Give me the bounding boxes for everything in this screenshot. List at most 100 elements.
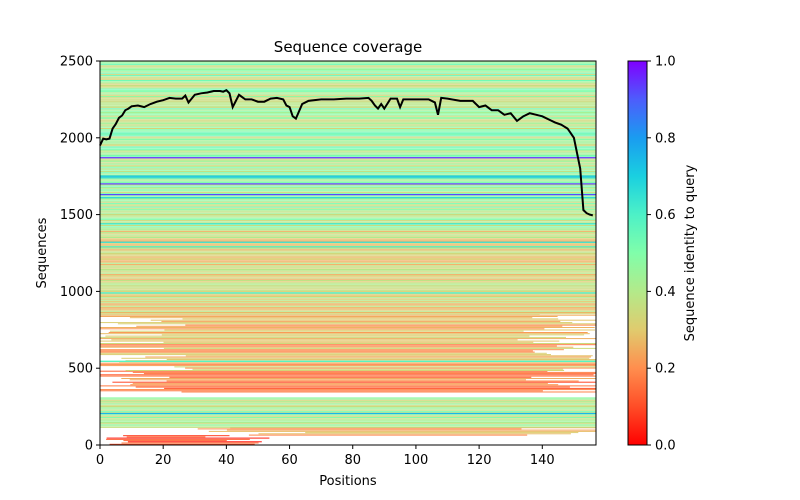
sequence-row [100,424,596,426]
plot-frame [99,60,597,446]
sequence-row [100,243,596,245]
y-tick-label: 500 [68,362,93,377]
coverage-heatmap [100,61,596,445]
sequence-row [100,227,596,229]
x-axis-label: Positions [319,474,377,489]
sequence-row [100,65,596,67]
sequence-row [145,356,592,358]
sequence-row [100,281,596,283]
sequence-row [100,293,596,295]
sequence-row [197,428,522,430]
sequence-row [100,343,596,344]
sequence-row [100,426,596,428]
sequence-row [100,93,596,95]
sequence-row [105,335,530,337]
sequence-row [100,385,596,387]
sequence-row [132,371,596,373]
sequence-row [100,61,596,63]
sequence-row [100,417,596,418]
sequence-row [132,382,548,384]
sequence-row [100,307,596,309]
sequence-row [100,251,596,253]
colorbar-tick-label: 0.6 [655,208,676,223]
sequence-row [185,367,596,369]
sequence-row [100,280,596,281]
sequence-row [100,86,596,88]
sequence-row [121,378,596,379]
sequence-row [100,296,596,297]
sequence-row [100,218,596,220]
y-tick-label: 2000 [60,131,93,146]
sequence-row [100,171,596,172]
sequence-row [100,114,596,116]
sequence-row [100,83,596,85]
sequence-row [169,376,532,378]
sequence-row [100,110,596,112]
sequence-row [100,354,551,356]
sequence-row [100,185,596,187]
sequence-row [100,264,596,266]
sequence-row [100,362,596,364]
sequence-row [100,104,596,106]
x-tick-label: 100 [404,453,429,468]
sequence-row [100,174,596,176]
sequence-row [143,373,596,375]
sequence-row [100,132,596,134]
sequence-row [126,436,206,438]
sequence-row [100,76,596,78]
sequence-row [100,350,533,352]
sequence-row [100,179,596,181]
sequence-row [100,139,596,140]
sequence-row [100,212,596,214]
sequence-row [117,323,596,325]
sequence-row [100,230,596,232]
sequence-row [100,71,596,73]
sequence-row [185,324,596,326]
sequence-row [100,115,596,117]
sequence-row [100,271,596,273]
sequence-row [100,309,596,311]
sequence-row [100,276,596,278]
sequence-row [100,85,596,86]
sequence-row [100,103,596,105]
sequence-row [100,270,596,272]
sequence-row [100,352,547,354]
sequence-row [100,94,596,96]
sequence-row [100,338,596,340]
sequence-row [100,255,596,257]
sequence-row [100,215,596,217]
sequence-row [100,257,596,259]
sequence-row [100,222,596,224]
sequence-row [100,125,596,127]
sequence-row [100,206,596,208]
sequence-row [100,407,596,409]
sequence-row [100,304,596,306]
sequence-row [163,341,534,343]
sequence-row [100,81,596,83]
sequence-row [305,432,579,434]
sequence-row [100,425,596,427]
colorbar-tick-label: 0.2 [655,362,676,377]
sequence-row [100,64,596,66]
sequence-row [100,349,564,351]
sequence-row [100,297,596,299]
sequence-row [100,402,596,404]
sequence-row [108,332,588,333]
sequence-row [166,359,596,360]
sequence-row [100,169,596,171]
sequence-row [100,398,596,400]
sequence-row [100,102,596,104]
sequence-row [100,291,596,293]
sequence-row [100,322,573,324]
sequence-row [100,333,590,335]
sequence-row [100,351,535,353]
sequence-row [100,248,596,250]
sequence-row [100,399,596,401]
sequence-row [100,420,596,422]
colorbar-label: Sequence identity to query [683,164,698,341]
sequence-row [100,259,596,261]
sequence-row [100,99,596,101]
sequence-row [100,205,596,207]
sequence-row [100,134,596,136]
colorbar-tick-label: 1.0 [655,55,676,70]
